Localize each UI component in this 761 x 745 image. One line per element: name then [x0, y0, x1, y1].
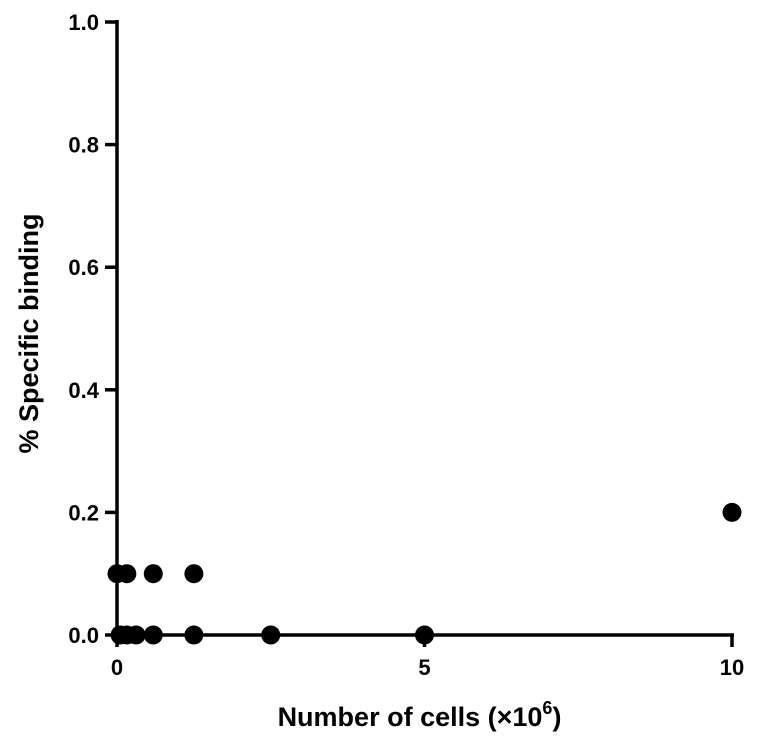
y-tick-label: 0.2 — [68, 500, 99, 525]
y-tick-label: 1.0 — [68, 10, 99, 35]
x-tick-label: 5 — [418, 655, 430, 680]
y-axis-ticks: 0.0 0.2 0.4 0.6 0.8 1.0 — [68, 10, 117, 648]
x-axis-title: Number of cells (×106) — [278, 698, 562, 732]
x-tick-label: 0 — [111, 655, 123, 680]
data-point — [722, 502, 742, 522]
y-axis-title: % Specific binding — [14, 213, 44, 453]
data-point — [184, 564, 204, 584]
x-axis-title-exponent: 6 — [542, 698, 552, 718]
data-point — [117, 564, 137, 584]
y-tick-label: 0.4 — [68, 378, 99, 403]
x-tick-label: 10 — [720, 655, 744, 680]
y-tick-label: 0.6 — [68, 255, 99, 280]
y-tick-label: 0.8 — [68, 133, 99, 158]
data-point — [143, 564, 163, 584]
x-axis-title-text: Number of cells (×10 — [278, 702, 543, 732]
x-axis-ticks: 0 5 10 — [111, 635, 744, 680]
data-points — [107, 502, 742, 645]
x-axis-title-suffix: ) — [552, 702, 561, 732]
y-tick-label: 0.0 — [68, 623, 99, 648]
